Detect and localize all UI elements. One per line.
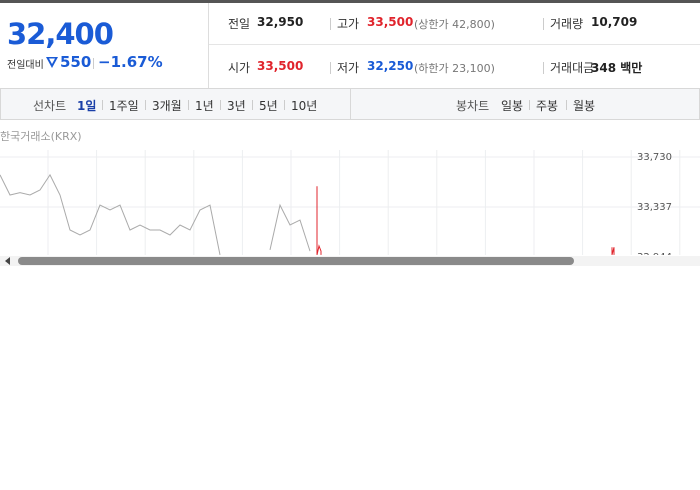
change-label: 전일대비 [7, 60, 44, 71]
chart-source: 한국거래소(KRX) [0, 130, 82, 143]
candle-tab[interactable]: 일봉 [501, 99, 524, 113]
stat-label: 전일 [228, 17, 251, 31]
separator [102, 100, 103, 110]
period-tab[interactable]: 5년 [259, 99, 278, 113]
separator [284, 100, 285, 110]
separator [220, 100, 221, 110]
top-border [0, 0, 700, 3]
tab-group-label: 봉차트 [456, 99, 490, 113]
period-tab[interactable]: 10년 [291, 99, 318, 113]
stat-label: 시가 [228, 61, 251, 75]
stat-label: 거래량 [550, 17, 584, 31]
stat-label: 저가 [337, 61, 360, 75]
stat-note: (상한가 42,800) [414, 18, 495, 31]
change-rate: −1.67% [98, 53, 163, 71]
y-tick-label: 33,730 [637, 152, 672, 163]
separator [330, 18, 331, 30]
scroll-left-arrow[interactable] [5, 257, 10, 265]
separator [188, 100, 189, 110]
separator [529, 100, 530, 110]
separator [145, 100, 146, 110]
change: 550 [60, 53, 92, 71]
stat-label: 고가 [337, 17, 360, 31]
stat-value: 33,500 [367, 15, 414, 29]
stat-value: 32,950 [257, 15, 304, 29]
price-line [611, 247, 615, 256]
stat-value: 32,250 [367, 59, 414, 73]
period-tab[interactable]: 3개월 [152, 99, 182, 113]
down-icon [46, 57, 58, 68]
stat-note: (하한가 23,100) [414, 62, 495, 75]
separator [252, 100, 253, 110]
period-tab[interactable]: 1일 [77, 99, 97, 113]
scrollbar-thumb[interactable] [18, 257, 574, 265]
stat-value: 10,709 [591, 15, 638, 29]
period-tab[interactable]: 3년 [227, 99, 246, 113]
y-tick-label: 33,337 [637, 202, 672, 213]
separator [566, 100, 567, 110]
period-tab[interactable]: 1주일 [109, 99, 139, 113]
candle-tab[interactable]: 월봉 [573, 99, 596, 113]
price: 32,400 [7, 17, 114, 51]
quote-panel: 32,400 전일대비 550 −1.67% [0, 3, 209, 88]
price-line [316, 186, 322, 256]
period-tab[interactable]: 1년 [195, 99, 214, 113]
separator [543, 62, 544, 74]
price-line [0, 173, 311, 255]
separator [543, 18, 544, 30]
stat-value: 33,500 [257, 59, 304, 73]
tab-group-label: 선차트 [33, 99, 67, 113]
separator [330, 62, 331, 74]
candle-tab[interactable]: 주봉 [536, 99, 559, 113]
stat-label: 거래대금 [550, 61, 595, 75]
stat-value: 348 백만 [591, 61, 643, 75]
